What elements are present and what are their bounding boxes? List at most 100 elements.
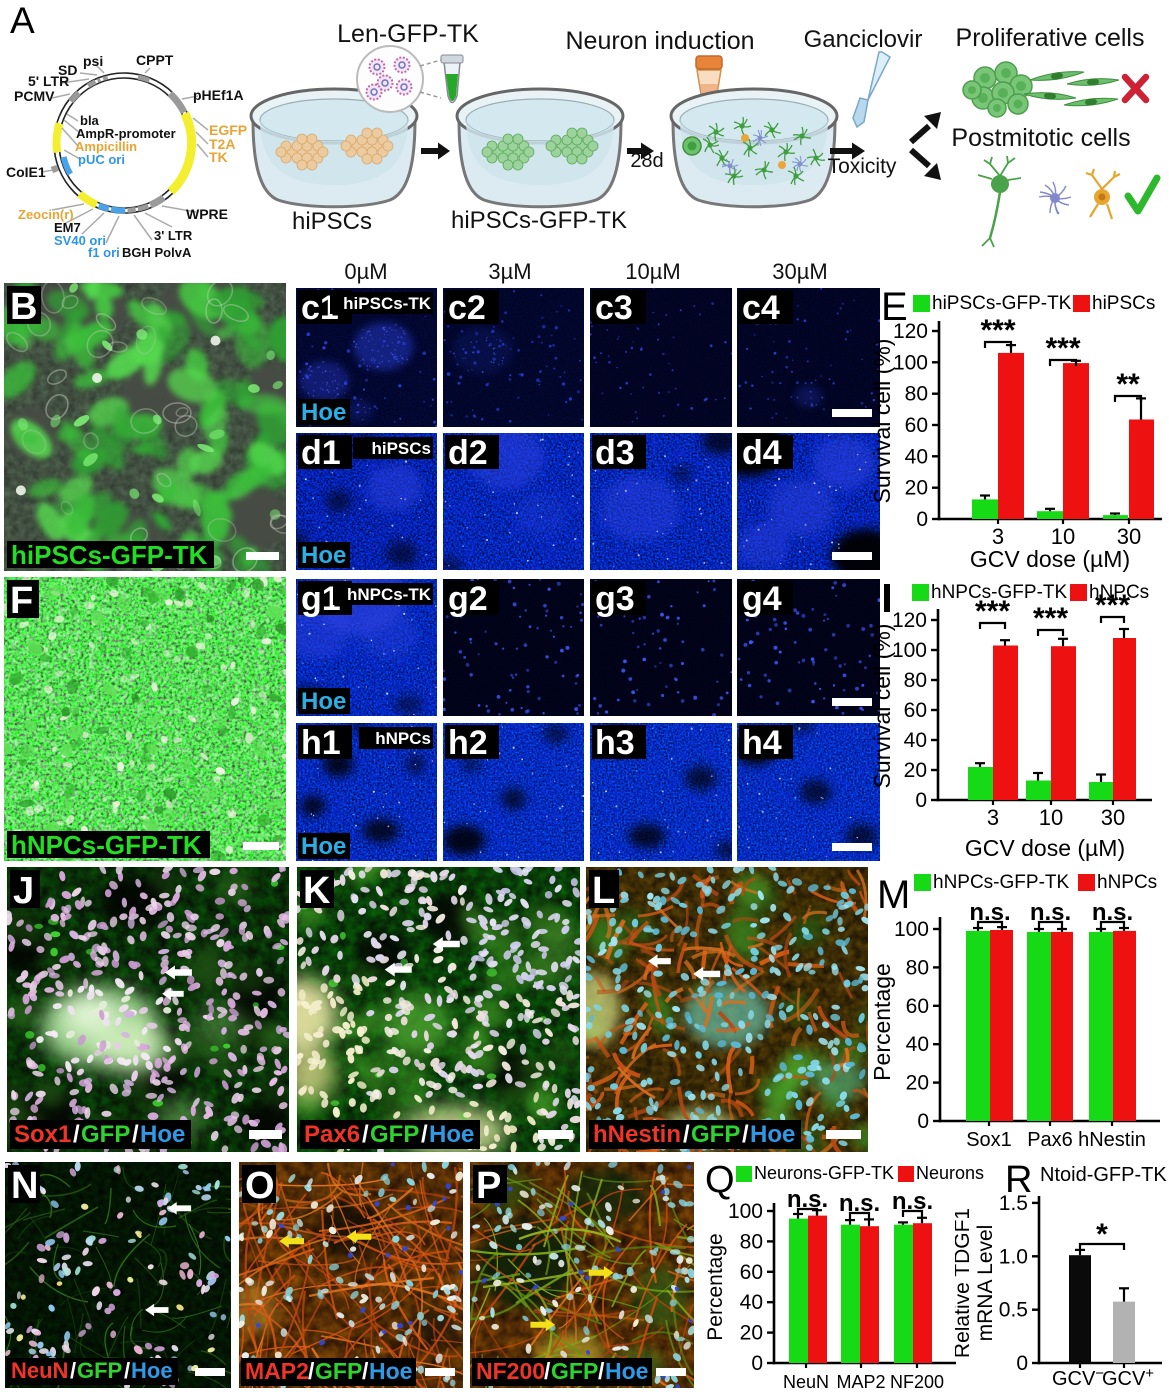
svg-text:20: 20 — [904, 759, 927, 782]
svg-text:Sox1: Sox1 — [14, 1121, 71, 1148]
svg-text:/: / — [598, 1358, 605, 1384]
svg-text:***: *** — [975, 595, 1010, 628]
svg-text:Neurons: Neurons — [916, 1163, 984, 1183]
svg-text:80: 80 — [904, 669, 927, 692]
svg-text:0: 0 — [1016, 1352, 1028, 1375]
svg-text:Postmitotic cells: Postmitotic cells — [951, 124, 1130, 152]
svg-text:N: N — [11, 1165, 38, 1207]
svg-text:h4: h4 — [742, 724, 782, 762]
svg-text:CPPT: CPPT — [136, 52, 174, 68]
svg-text:40: 40 — [905, 445, 928, 468]
svg-text:Survival cell (%): Survival cell (%) — [870, 339, 895, 504]
svg-text:Hoe: Hoe — [750, 1121, 795, 1148]
svg-text:AmpR-promoter: AmpR-promoter — [76, 126, 176, 141]
svg-text:Zeocin(r): Zeocin(r) — [18, 207, 74, 222]
svg-text:hNPCs-TK: hNPCs-TK — [347, 585, 432, 604]
svg-text:Hoe: Hoe — [605, 1358, 648, 1384]
svg-text:hNestin: hNestin — [1078, 1129, 1146, 1151]
svg-text:hNPCs: hNPCs — [375, 729, 431, 748]
svg-text:Neurons-GFP-TK: Neurons-GFP-TK — [754, 1163, 894, 1183]
svg-text:hiPSCs-GFP-TK: hiPSCs-GFP-TK — [451, 207, 627, 234]
svg-text:T2A: T2A — [209, 136, 235, 152]
svg-text:Survival cell (%): Survival cell (%) — [870, 624, 895, 789]
svg-text:80: 80 — [905, 383, 928, 406]
svg-text:hiPSCs: hiPSCs — [292, 208, 372, 235]
svg-text:40: 40 — [906, 1033, 929, 1056]
svg-text:EGFP: EGFP — [209, 122, 247, 138]
svg-text:100: 100 — [893, 351, 928, 374]
svg-text:/: / — [742, 1121, 749, 1148]
svg-text:3: 3 — [987, 805, 999, 830]
svg-text:GFP: GFP — [81, 1121, 130, 1148]
svg-text:d1: d1 — [301, 434, 341, 472]
svg-text:*: * — [1096, 1218, 1108, 1251]
svg-text:Hoe: Hoe — [429, 1121, 474, 1148]
svg-text:40: 40 — [740, 1291, 763, 1314]
svg-text:100: 100 — [728, 1200, 763, 1223]
svg-text:30: 30 — [1101, 805, 1125, 830]
svg-text:60: 60 — [904, 699, 927, 722]
svg-text:100: 100 — [892, 639, 927, 662]
svg-text:Ganciclovir: Ganciclovir — [804, 26, 923, 53]
svg-text:80: 80 — [740, 1230, 763, 1253]
svg-text:/: / — [70, 1358, 76, 1383]
svg-text:***: *** — [1033, 602, 1068, 635]
svg-text:psi: psi — [83, 53, 103, 69]
svg-text:K: K — [303, 870, 331, 912]
svg-text:BGH PolvA: BGH PolvA — [122, 245, 192, 258]
svg-text:GFP: GFP — [370, 1121, 419, 1148]
svg-text:hiPSCs: hiPSCs — [1092, 293, 1155, 314]
svg-text:d3: d3 — [595, 434, 635, 472]
svg-text:Hoe: Hoe — [301, 688, 346, 715]
svg-text:Proliferative cells: Proliferative cells — [956, 24, 1145, 52]
svg-text:c4: c4 — [742, 289, 780, 327]
svg-text:d2: d2 — [448, 434, 488, 472]
svg-text:Neuron induction: Neuron induction — [565, 27, 754, 55]
svg-text:NeuN: NeuN — [783, 1372, 829, 1392]
svg-text:Relative TDGF1: Relative TDGF1 — [955, 1208, 974, 1358]
svg-text:hNestin: hNestin — [593, 1121, 681, 1148]
svg-text:n.s.: n.s. — [969, 899, 1010, 926]
svg-text:Hoe: Hoe — [301, 833, 346, 860]
svg-text:c2: c2 — [448, 289, 486, 327]
svg-text:n.s.: n.s. — [1092, 899, 1133, 926]
svg-text:g2: g2 — [448, 580, 488, 618]
svg-text:/: / — [73, 1121, 80, 1148]
svg-text:GFP: GFP — [315, 1358, 362, 1384]
svg-text:/: / — [362, 1121, 369, 1148]
svg-text:GFP: GFP — [691, 1121, 740, 1148]
svg-text:/: / — [308, 1358, 315, 1384]
svg-text:0: 0 — [917, 1110, 929, 1133]
svg-text:SD: SD — [58, 62, 77, 78]
svg-text:hNPCs: hNPCs — [1097, 872, 1157, 893]
svg-text:/: / — [683, 1121, 690, 1148]
svg-text:n.s.: n.s. — [839, 1190, 880, 1217]
svg-text:Ampicillin: Ampicillin — [75, 139, 137, 154]
svg-text:Ntoid-GFP-TK: Ntoid-GFP-TK — [1040, 1164, 1167, 1186]
svg-text:1.0: 1.0 — [999, 1245, 1028, 1268]
svg-text:60: 60 — [906, 995, 929, 1018]
svg-text:3µM: 3µM — [488, 259, 531, 284]
svg-text:/: / — [421, 1121, 428, 1148]
svg-text:B: B — [10, 286, 37, 328]
svg-text:0: 0 — [916, 508, 928, 531]
svg-text:40: 40 — [904, 729, 927, 752]
svg-text:0: 0 — [915, 789, 927, 812]
svg-text:MAP2: MAP2 — [245, 1358, 309, 1384]
svg-text:80: 80 — [906, 956, 929, 979]
svg-text:**: ** — [1116, 368, 1140, 401]
svg-text:MAP2: MAP2 — [836, 1372, 885, 1392]
svg-text:10µM: 10µM — [625, 259, 680, 284]
svg-text:Hoe: Hoe — [301, 542, 346, 569]
svg-text:20: 20 — [906, 1072, 929, 1095]
svg-text:hNPCs-GFP-TK: hNPCs-GFP-TK — [931, 582, 1068, 603]
svg-text:EM7: EM7 — [54, 220, 81, 235]
svg-text:h3: h3 — [595, 724, 635, 762]
svg-text:20: 20 — [740, 1322, 763, 1345]
svg-text:GCV dose (µM): GCV dose (µM) — [965, 835, 1125, 861]
svg-text:1.5: 1.5 — [999, 1192, 1028, 1215]
svg-text:***: *** — [1095, 589, 1130, 622]
svg-text:0.5: 0.5 — [999, 1299, 1028, 1322]
svg-text:/: / — [362, 1358, 369, 1384]
svg-text:100: 100 — [894, 918, 929, 941]
